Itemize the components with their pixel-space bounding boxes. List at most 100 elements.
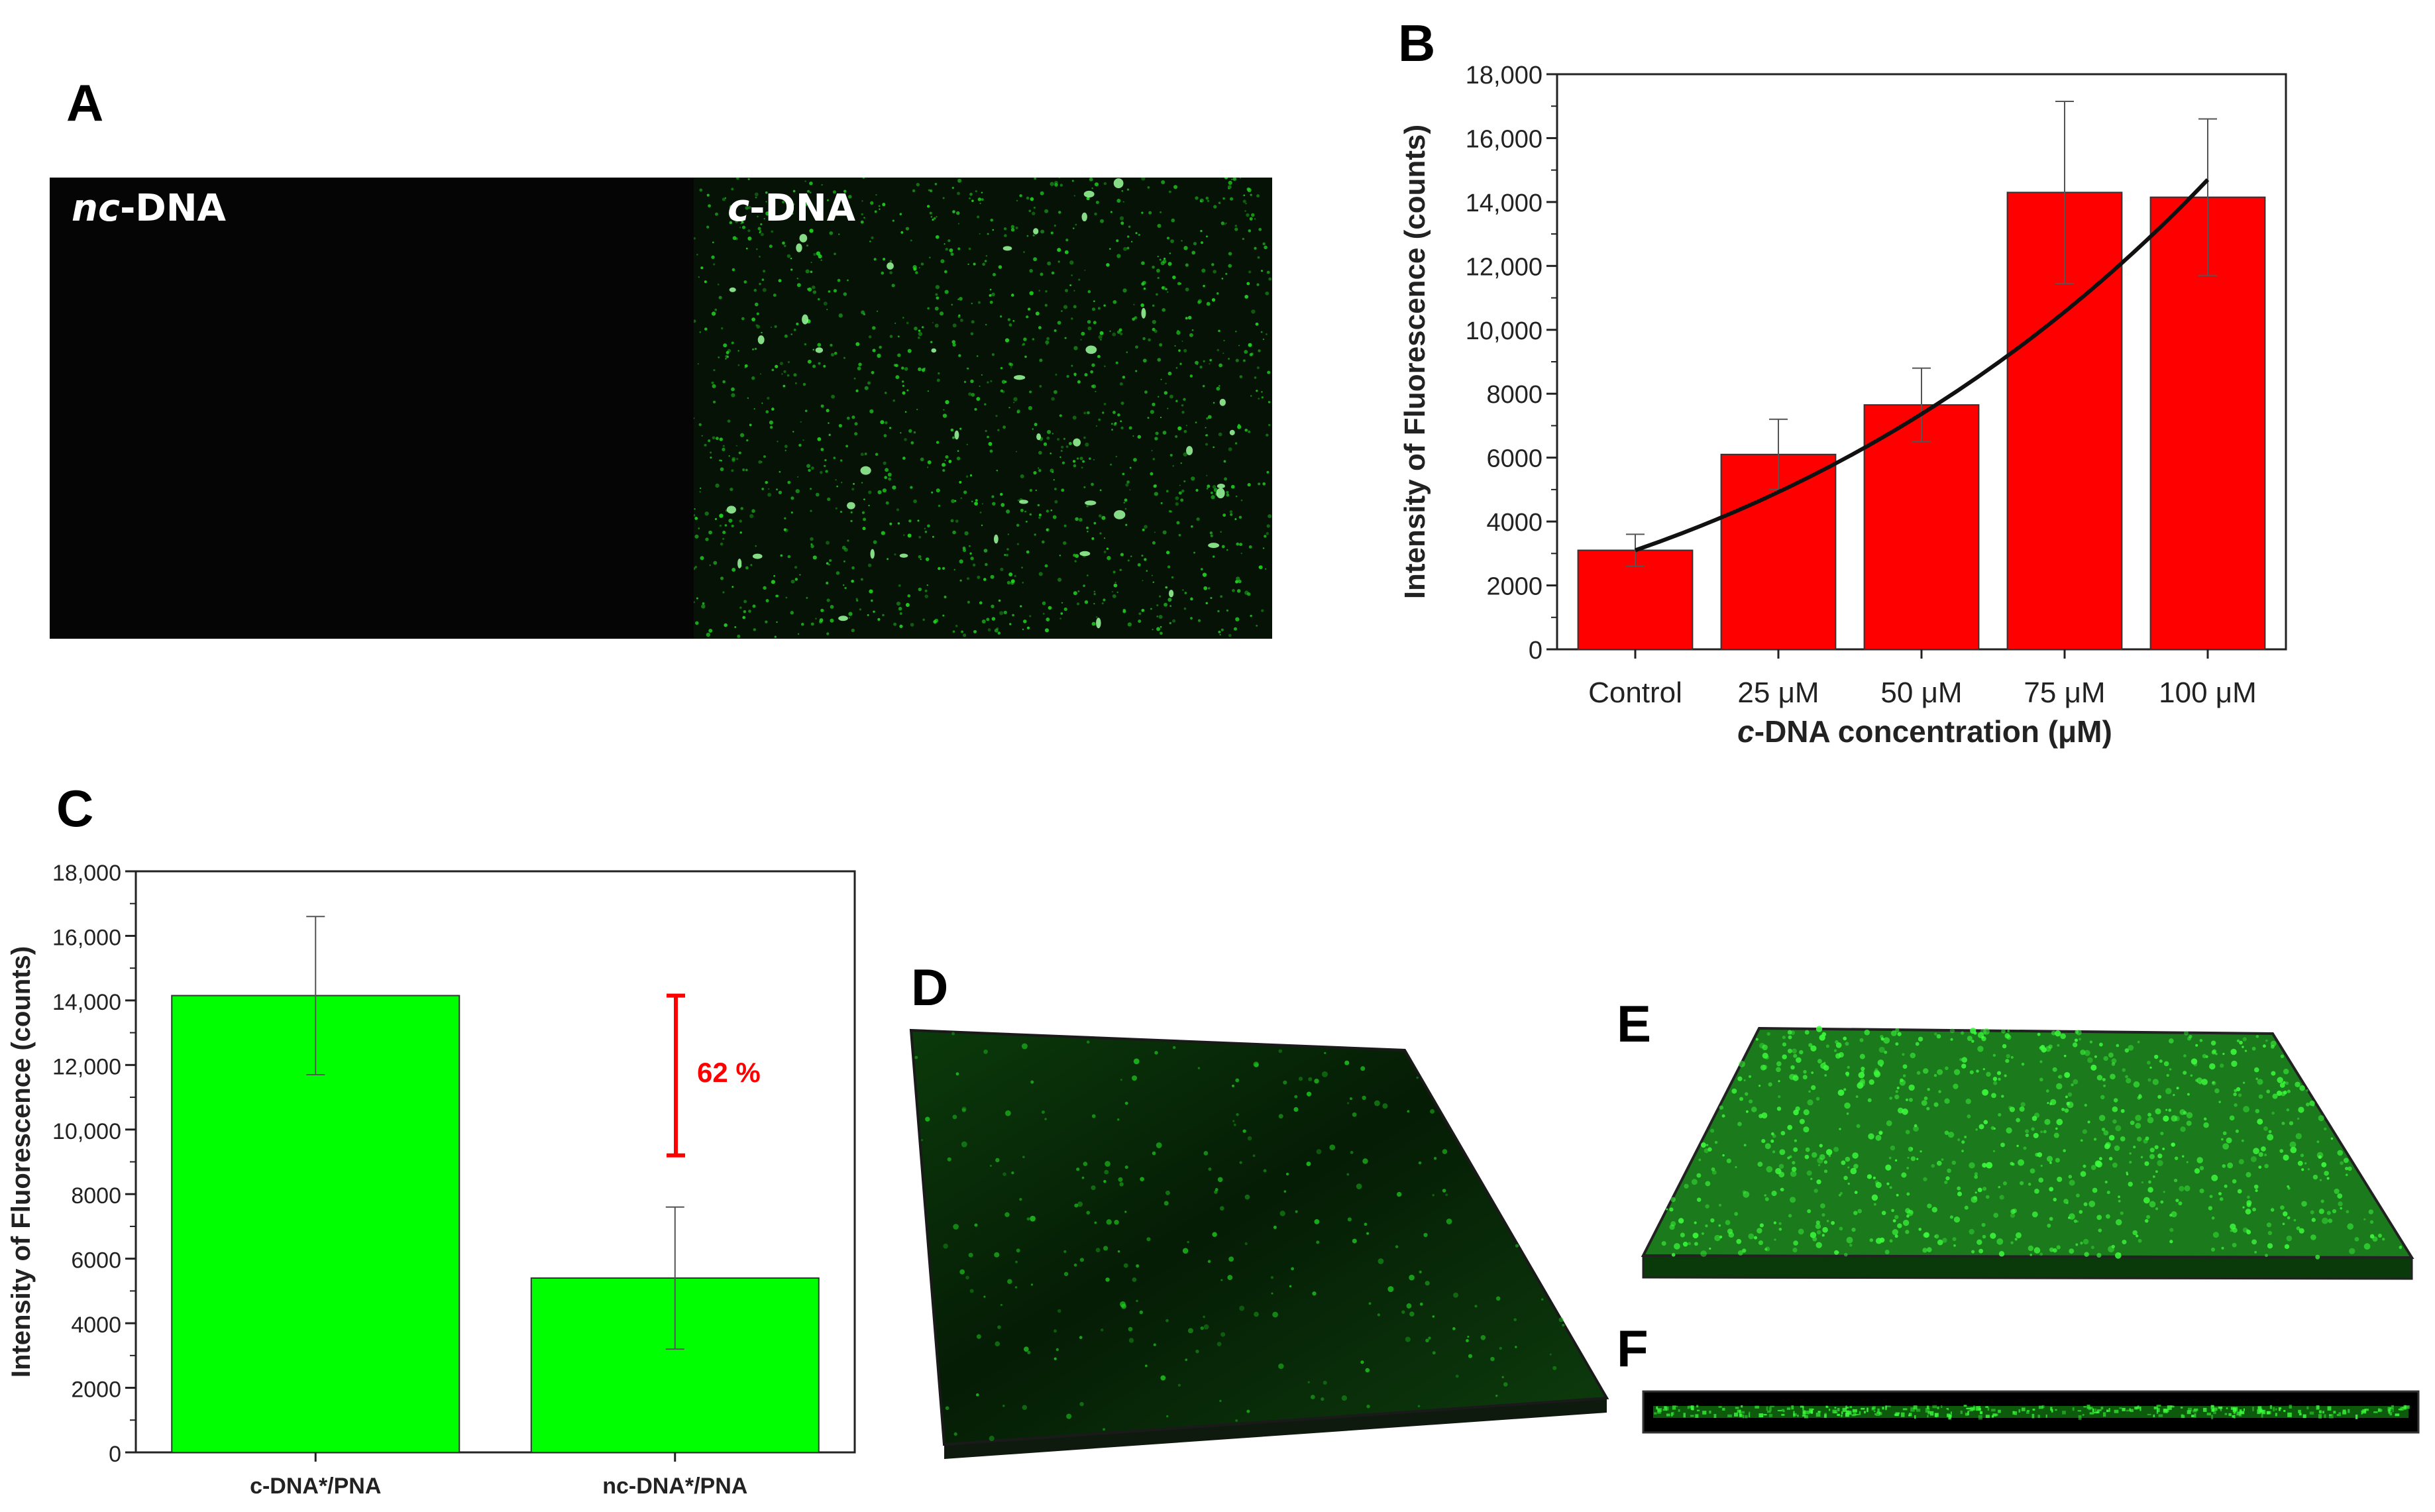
d-fluorescent-spot bbox=[1278, 1363, 1284, 1370]
d-fluorescent-spot bbox=[1311, 1395, 1315, 1399]
fluorescent-spot bbox=[1097, 354, 1101, 358]
fluorescent-spot bbox=[1154, 329, 1158, 333]
fluorescent-spot bbox=[698, 276, 700, 278]
d-fluorescent-spot bbox=[1382, 1103, 1388, 1109]
e-fluorescent-spot bbox=[1982, 1187, 1987, 1191]
e-fluorescent-spot bbox=[1907, 1156, 1910, 1159]
e-fluorescent-spot bbox=[2304, 1162, 2307, 1165]
e-fluorescent-spot bbox=[2289, 1121, 2294, 1126]
e-fluorescent-spot bbox=[1897, 1223, 1902, 1228]
e-fluorescent-spot bbox=[2111, 1244, 2116, 1249]
f-fluorescent-spot bbox=[2275, 1413, 2277, 1417]
e-fluorescent-spot bbox=[2009, 1107, 2015, 1112]
d-fluorescent-spot bbox=[1562, 1323, 1565, 1326]
fluorescent-spot bbox=[787, 555, 791, 559]
fluorescent-spot bbox=[807, 359, 812, 364]
fluorescent-spot bbox=[943, 409, 945, 411]
e-fluorescent-spot bbox=[1964, 1135, 1967, 1138]
e-fluorescent-spot bbox=[2318, 1155, 2322, 1159]
d-fluorescent-spot bbox=[1233, 1123, 1236, 1126]
e-fluorescent-spot bbox=[2283, 1211, 2288, 1216]
e-fluorescent-spot bbox=[1661, 1241, 1666, 1246]
f-fluorescent-spot bbox=[2147, 1413, 2151, 1416]
e-fluorescent-spot bbox=[1808, 1043, 1813, 1048]
d-fluorescent-spot bbox=[1132, 1075, 1138, 1081]
fluorescent-spot bbox=[826, 541, 830, 545]
e-fluorescent-spot bbox=[2018, 1159, 2025, 1166]
fluorescent-spot bbox=[939, 311, 944, 316]
e-fluorescent-spot bbox=[1825, 1149, 1833, 1156]
e-fluorescent-spot bbox=[2049, 1103, 2053, 1106]
e-fluorescent-spot bbox=[2080, 1171, 2086, 1177]
fluorescent-spot bbox=[879, 345, 882, 349]
e-fluorescent-spot bbox=[1816, 1230, 1821, 1235]
fluorescent-spot bbox=[810, 261, 812, 264]
f-fluorescent-spot bbox=[2233, 1412, 2236, 1414]
e-fluorescent-spot bbox=[2128, 1181, 2133, 1187]
fluorescent-spot bbox=[765, 599, 769, 603]
fluorescent-spot bbox=[1202, 572, 1207, 577]
fluorescent-spot bbox=[1063, 541, 1067, 545]
fluorescent-spot bbox=[1246, 282, 1250, 286]
fluorescent-spot bbox=[773, 574, 776, 577]
fluorescent-spot bbox=[1224, 178, 1228, 180]
fluorescent-spot bbox=[769, 244, 773, 248]
e-fluorescent-spot bbox=[2241, 1139, 2244, 1142]
fluorescent-spot bbox=[1135, 232, 1138, 235]
fluorescent-spot bbox=[1191, 476, 1195, 481]
fluorescent-spot bbox=[1087, 531, 1089, 533]
d-fluorescent-spot bbox=[1187, 1240, 1189, 1244]
fluorescent-spot bbox=[1044, 628, 1050, 633]
fluorescent-spot bbox=[834, 351, 838, 355]
fluorescent-spot bbox=[869, 241, 871, 243]
fluorescent-spot bbox=[1050, 182, 1054, 186]
f-fluorescent-spot bbox=[2051, 1409, 2053, 1413]
fluorescent-spot bbox=[1141, 261, 1145, 265]
fluorescent-spot bbox=[1179, 484, 1181, 486]
fluorescent-spot bbox=[900, 231, 904, 234]
e-fluorescent-spot bbox=[1817, 1059, 1822, 1064]
fluorescent-spot bbox=[754, 302, 759, 307]
fluorescent-spot bbox=[770, 326, 772, 328]
f-fluorescent-spot bbox=[2309, 1411, 2314, 1415]
fluorescent-spot bbox=[1046, 617, 1050, 621]
e-fluorescent-spot bbox=[1996, 1071, 2002, 1075]
fluorescent-spot bbox=[1054, 329, 1057, 333]
fluorescent-spot bbox=[1095, 390, 1097, 393]
e-fluorescent-spot bbox=[2318, 1114, 2324, 1122]
fluorescent-spot bbox=[918, 555, 922, 559]
e-fluorescent-spot bbox=[1778, 1222, 1782, 1225]
e-fluorescent-spot bbox=[1678, 1218, 1684, 1224]
d-fluorescent-spot bbox=[1362, 1095, 1366, 1101]
e-fluorescent-spot bbox=[2301, 1201, 2307, 1207]
d-fluorescent-spot bbox=[1432, 1315, 1435, 1318]
e-fluorescent-spot bbox=[1915, 1042, 1920, 1046]
e-fluorescent-spot bbox=[1900, 1078, 1904, 1083]
fluorescent-spot bbox=[737, 350, 739, 352]
fluorescent-spot bbox=[873, 610, 875, 613]
e-fluorescent-spot bbox=[2084, 1252, 2089, 1257]
e-fluorescent-spot bbox=[2316, 1140, 2320, 1144]
e-fluorescent-spot bbox=[2337, 1150, 2344, 1156]
e-fluorescent-spot bbox=[2098, 1114, 2106, 1122]
fluorescent-spot bbox=[918, 367, 922, 372]
e-fluorescent-spot bbox=[2324, 1171, 2329, 1176]
d-fluorescent-spot bbox=[1294, 1095, 1298, 1099]
e-fluorescent-spot bbox=[2287, 1187, 2291, 1190]
fluorescent-spot bbox=[739, 531, 742, 534]
e-fluorescent-spot bbox=[1936, 1034, 1941, 1039]
fluorescent-spot bbox=[889, 271, 893, 275]
fluorescent-spot bbox=[985, 323, 987, 326]
fluorescent-spot bbox=[755, 196, 757, 199]
e-fluorescent-spot bbox=[1933, 1235, 1937, 1238]
f-fluorescent-spot bbox=[2014, 1411, 2018, 1415]
e-fluorescent-spot bbox=[2270, 1208, 2275, 1212]
fluorescent-spot bbox=[944, 270, 947, 274]
f-fluorescent-spot bbox=[2230, 1407, 2235, 1410]
fluorescent-spot bbox=[1233, 627, 1238, 631]
e-fluorescent-spot bbox=[2231, 1060, 2238, 1067]
e-fluorescent-spot bbox=[1860, 1079, 1865, 1084]
d-fluorescent-spot bbox=[1499, 1346, 1502, 1350]
fluorescent-spot bbox=[712, 241, 714, 244]
e-fluorescent-spot bbox=[1868, 1133, 1874, 1140]
